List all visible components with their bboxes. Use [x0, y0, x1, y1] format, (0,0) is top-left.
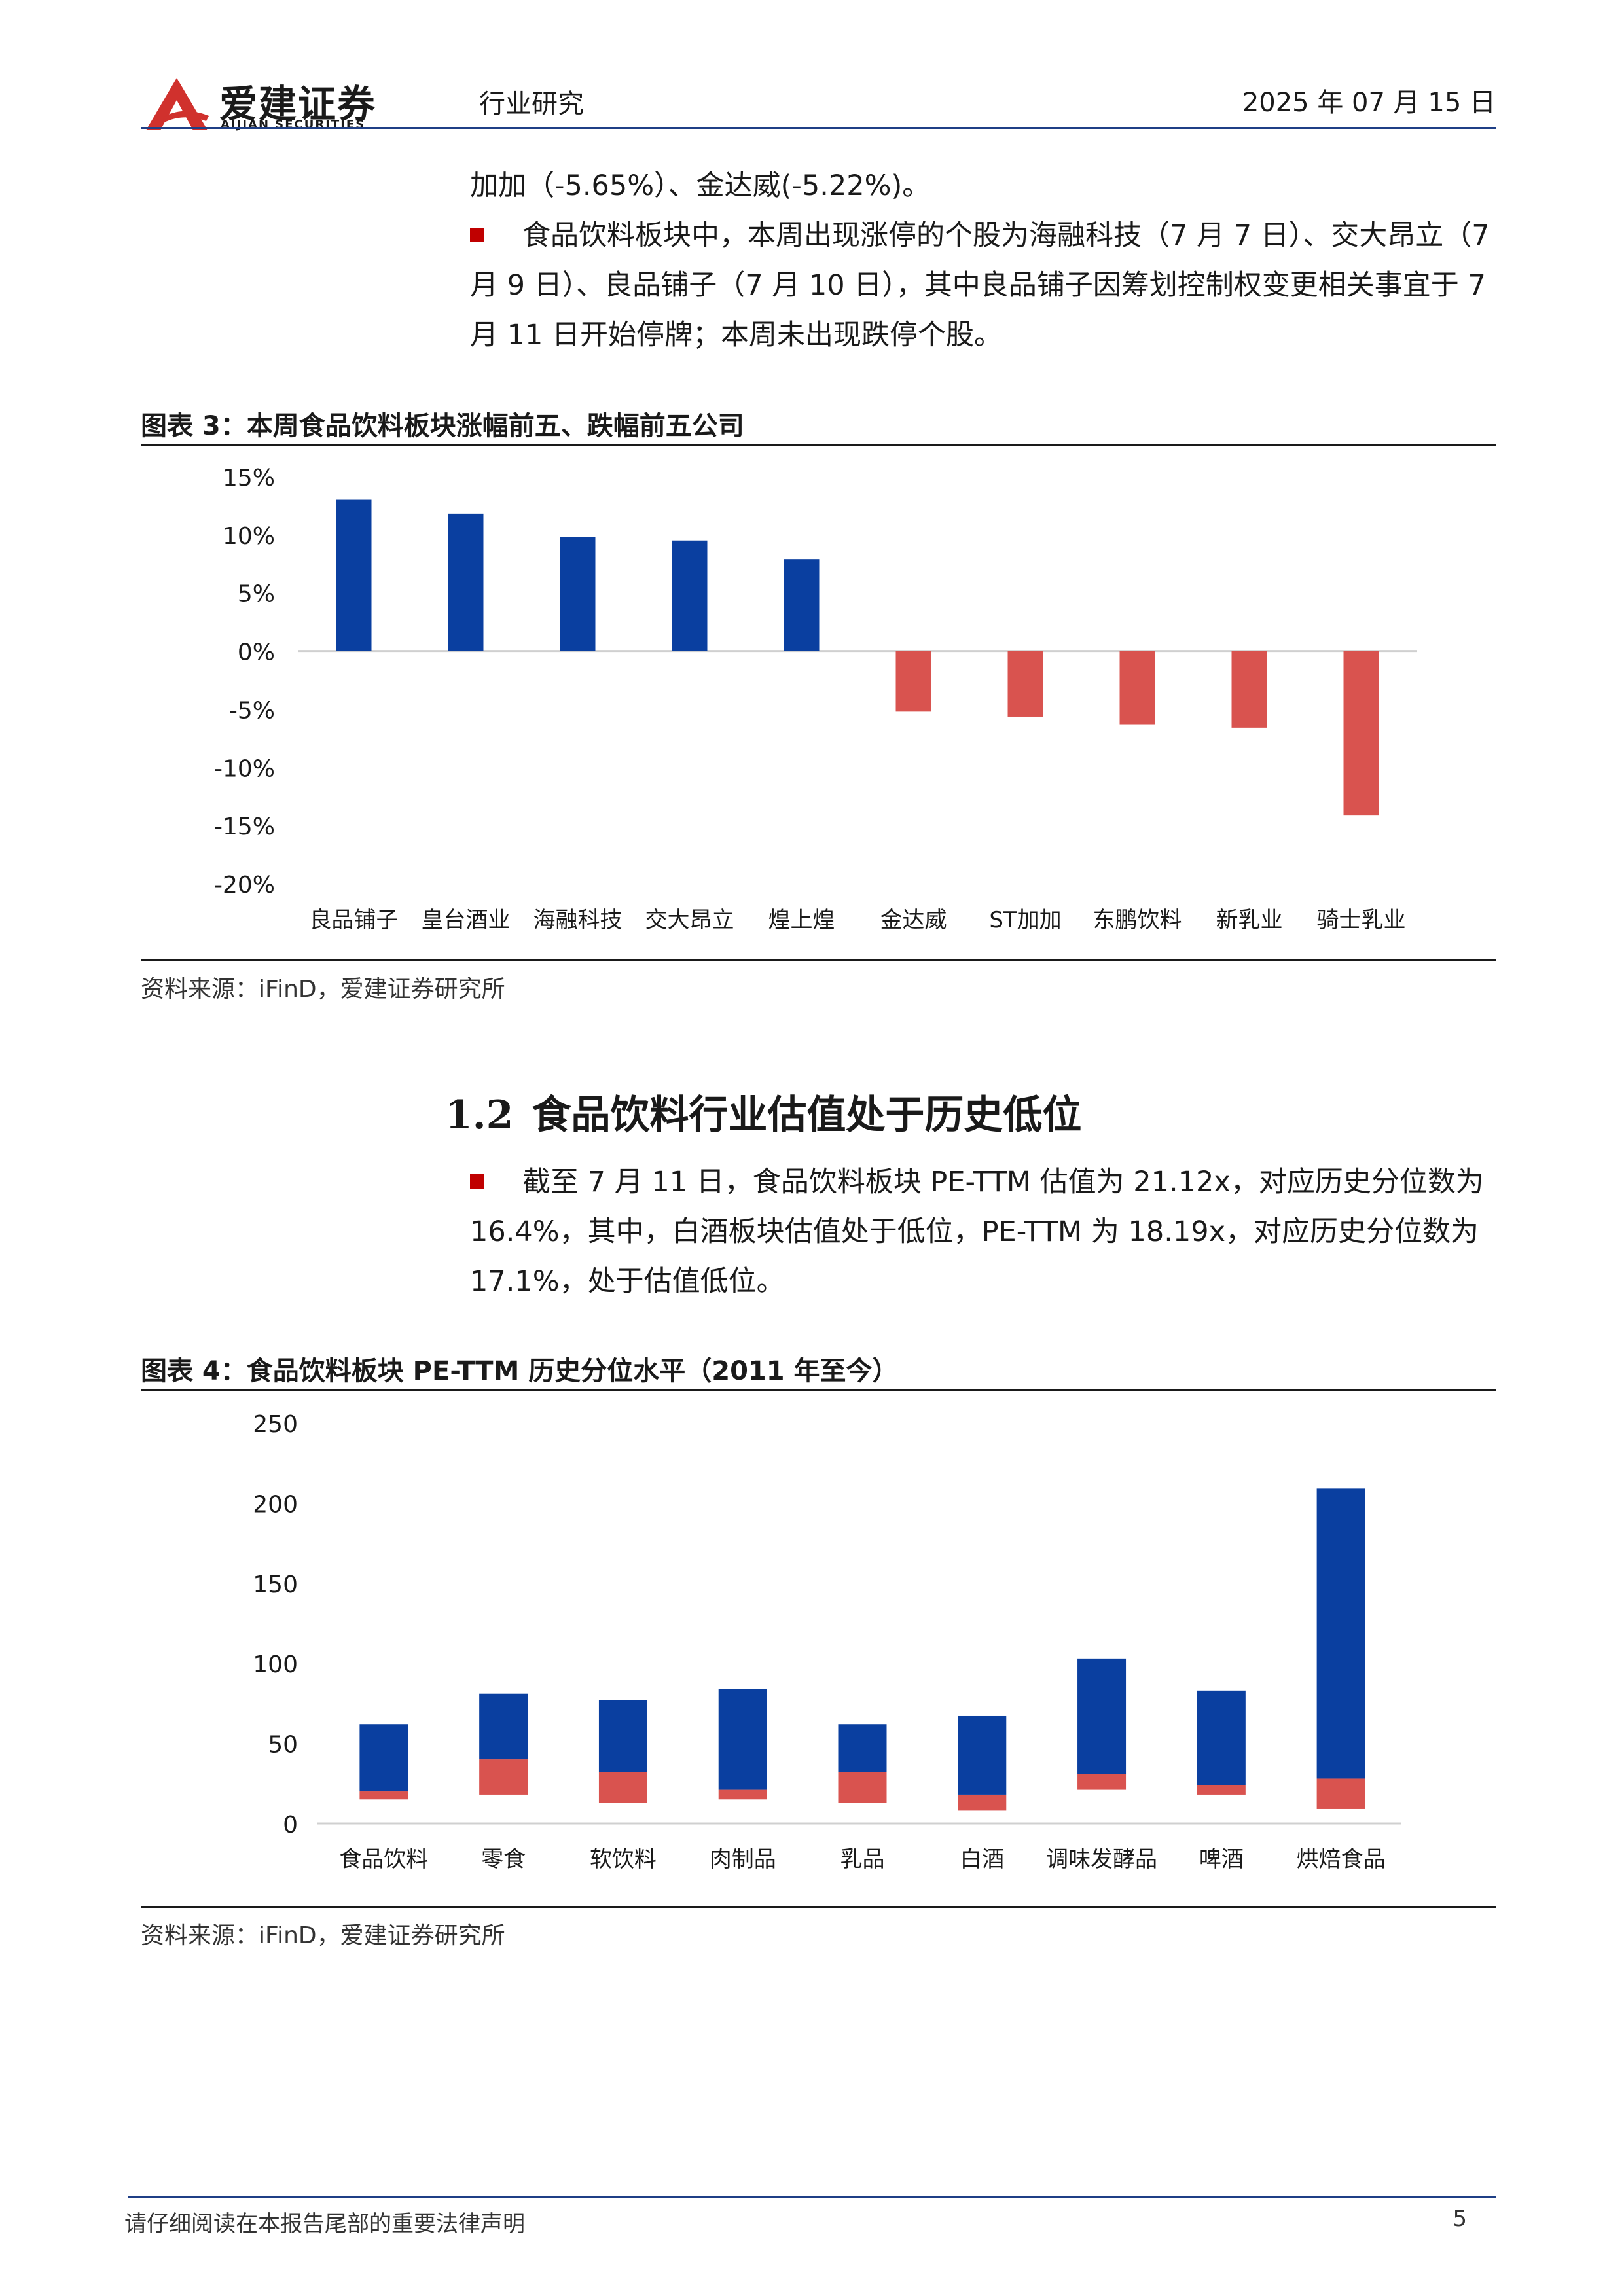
bullet-line: 食品饮料板块中，本周出现涨停的个股为海融科技（7 月 7 日）、交大昂立（7 [522, 219, 1490, 252]
lower-range-bar [958, 1794, 1007, 1811]
x-tick-label: 软饮料 [590, 1846, 657, 1873]
report-date: 2025 年 07 月 15 日 [1242, 88, 1496, 118]
figure4-source: 资料来源：iFinD，爱建证券研究所 [141, 1922, 505, 1949]
lower-range-bar [1316, 1778, 1365, 1809]
figure4-bottom-rule [141, 1906, 1496, 1908]
upper-range-bar [359, 1724, 408, 1792]
y-tick-label: 0% [238, 639, 275, 666]
x-tick-label: 新乳业 [1216, 907, 1283, 933]
aijian-logo-icon [146, 78, 209, 130]
x-tick-label: 海融科技 [533, 907, 623, 933]
y-tick-label: 100 [253, 1651, 298, 1678]
y-tick-label: 0 [283, 1812, 298, 1839]
report-category: 行业研究 [479, 89, 584, 119]
figure3-chart: 15% 10% 5% 0% -5% -10% -15% -20% 良品铺子 皇台酒业 海融科技 交大昂… [214, 465, 1417, 933]
footer-rule [128, 2196, 1496, 2198]
section-paragraph: 截至 7 月 11 日，食品饮料板块 PE-TTM 估值为 21.12x，对应历… [470, 1157, 1498, 1306]
x-tick-label: 东鹏饮料 [1093, 907, 1182, 933]
x-tick-label: 金达威 [880, 907, 947, 933]
y-tick-label: 250 [253, 1411, 298, 1438]
bullet-paragraph: 截至 7 月 11 日，食品饮料板块 PE-TTM 估值为 21.12x，对应历… [470, 1157, 1498, 1207]
figure3-title: 图表 3：本周食品饮料板块涨幅前五、跌幅前五公司 [141, 411, 744, 441]
section-heading: 1.2 食品饮料行业估值处于历史低位 [445, 1083, 1081, 1140]
bar [672, 540, 708, 651]
upper-range-bar [598, 1700, 647, 1772]
intro-paragraph: 加加（-5.65%）、金达威(-5.22%)。 食品饮料板块中，本周出现涨停的个… [470, 161, 1498, 360]
lower-range-bar [838, 1772, 887, 1803]
upper-range-bar [958, 1715, 1007, 1795]
x-tick-label: 骑士乳业 [1317, 907, 1406, 933]
lower-range-bar [1077, 1774, 1127, 1790]
x-tick-label: 肉制品 [710, 1846, 776, 1873]
y-tick-label: 150 [253, 1571, 298, 1598]
x-tick-label: 交大昂立 [645, 907, 734, 933]
x-tick-label: 啤酒 [1199, 1846, 1244, 1873]
y-tick-label: 10% [223, 523, 275, 550]
section-title: 食品饮料行业估值处于历史低位 [532, 1092, 1082, 1138]
logo-text: 爱建证券 [219, 82, 377, 126]
figure4-chart: 250 200 150 100 50 0 食品饮料 零食 软饮料 肉制品 乳品 白酒 调味发酵品 啤酒 烘焙… [253, 1411, 1401, 1873]
bullet-line: 17.1%，处于估值低位。 [470, 1265, 785, 1298]
bar [1231, 651, 1267, 728]
figure3-bottom-rule [141, 959, 1496, 961]
x-tick-label: ST加加 [989, 907, 1061, 933]
y-tick-label: -5% [229, 697, 275, 724]
x-tick-label: 零食 [481, 1846, 526, 1873]
y-tick-label: 200 [253, 1491, 298, 1518]
x-tick-label: 乳品 [840, 1846, 885, 1873]
bullet-marker [470, 227, 484, 242]
x-tick-label: 白酒 [960, 1846, 1004, 1873]
figure4-title: 图表 4：食品饮料板块 PE-TTM 历史分位水平（2011 年至今） [141, 1356, 899, 1386]
x-tick-label: 烘焙食品 [1297, 1846, 1386, 1873]
bar [336, 499, 372, 651]
bullet-line: 月 11 日开始停牌；本周未出现跌停个股。 [470, 319, 1003, 351]
upper-range-bar [718, 1689, 767, 1790]
x-tick-label: 煌上煌 [768, 907, 835, 933]
x-tick-label: 皇台酒业 [422, 907, 511, 933]
bullet-paragraph: 食品饮料板块中，本周出现涨停的个股为海融科技（7 月 7 日）、交大昂立（7 [470, 211, 1498, 260]
x-tick-label: 良品铺子 [310, 907, 399, 933]
figure3-top-rule [141, 444, 1496, 446]
x-tick-label: 食品饮料 [339, 1846, 428, 1873]
figure4-top-rule [141, 1389, 1496, 1391]
y-tick-label: -15% [214, 814, 275, 840]
header-rule [141, 127, 1496, 129]
bar [1343, 651, 1379, 816]
y-tick-label: 15% [223, 465, 275, 492]
y-tick-label: 50 [268, 1732, 298, 1759]
bullet-line: 16.4%，其中，白酒板块估值处于低位，PE-TTM 为 18.19x，对应历史… [470, 1215, 1479, 1248]
bullet-marker [470, 1174, 484, 1189]
lower-range-bar [598, 1772, 647, 1803]
bullet-line: 截至 7 月 11 日，食品饮料板块 PE-TTM 估值为 21.12x，对应历… [522, 1166, 1484, 1198]
bar [895, 651, 931, 712]
bar [784, 559, 820, 651]
bar [560, 537, 596, 651]
lower-range-bar [479, 1759, 528, 1795]
bar [1007, 651, 1043, 717]
page-number: 5 [1453, 2206, 1467, 2232]
lower-range-bar [718, 1789, 767, 1800]
lower-range-bar [1197, 1785, 1246, 1795]
logo-subtext: AIJIAN SECURITIES [221, 118, 366, 132]
upper-range-bar [1077, 1658, 1127, 1774]
lower-range-bar [359, 1791, 408, 1800]
upper-range-bar [838, 1724, 887, 1772]
figure3-source: 资料来源：iFinD，爱建证券研究所 [141, 976, 505, 1003]
upper-range-bar [1316, 1488, 1365, 1779]
y-tick-label: -20% [214, 872, 275, 899]
y-tick-label: -10% [214, 755, 275, 782]
bar [448, 513, 484, 651]
bullet-line: 月 9 日）、良品铺子（7 月 10 日），其中良品铺子因筹划控制权变更相关事宜… [470, 269, 1486, 302]
y-tick-label: 5% [238, 581, 275, 608]
bar [1119, 651, 1155, 725]
upper-range-bar [1197, 1690, 1246, 1785]
upper-range-bar [479, 1693, 528, 1760]
x-tick-label: 调味发酵品 [1046, 1846, 1157, 1873]
section-number: 1.2 [445, 1092, 514, 1138]
intro-line: 加加（-5.65%）、金达威(-5.22%)。 [470, 170, 931, 202]
footer-disclaimer: 请仔细阅读在本报告尾部的重要法律声明 [124, 2211, 525, 2237]
